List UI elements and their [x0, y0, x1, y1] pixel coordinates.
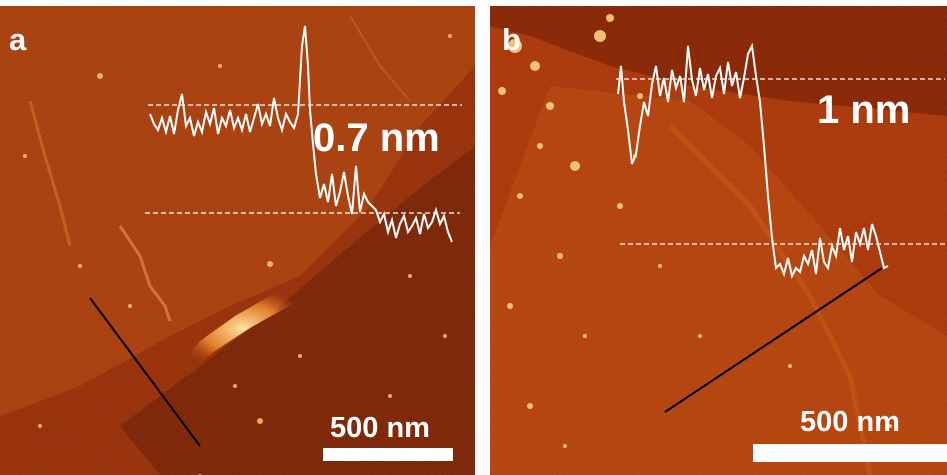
- scale-bar-label: 500 nm: [800, 406, 900, 438]
- profile-trace: [149, 25, 453, 243]
- afm-panel-b: b 1 nm 500 nm: [490, 6, 947, 475]
- scale-bar-label: 500 nm: [330, 412, 430, 444]
- step-height-label: 0.7 nm: [313, 116, 440, 160]
- panel-label: a: [9, 22, 27, 57]
- panel-label: b: [502, 22, 521, 57]
- height-profile-b: [616, 42, 945, 413]
- scale-bar: [323, 448, 453, 461]
- cut-line-b: [664, 267, 883, 413]
- afm-image-a: [0, 6, 475, 475]
- afm-image-b: [490, 6, 947, 475]
- profile-trace: [617, 42, 889, 279]
- height-profile-a: [89, 25, 462, 447]
- cut-line-a: [89, 297, 201, 447]
- step-height-label: 1 nm: [817, 88, 911, 132]
- afm-panel-a: a 0.7 nm 500 nm: [0, 6, 475, 475]
- scale-bar: [753, 444, 947, 462]
